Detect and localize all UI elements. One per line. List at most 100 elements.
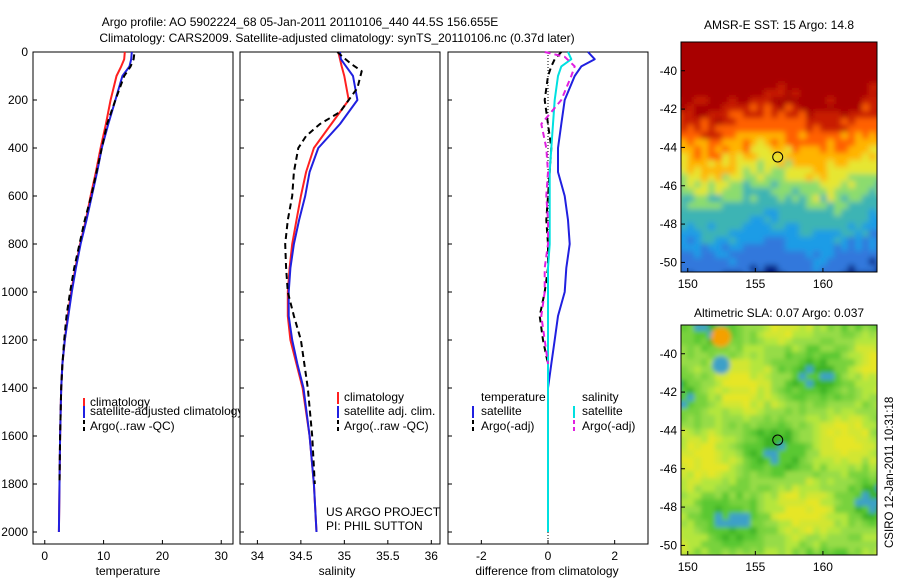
field-cell — [834, 429, 842, 437]
field-cell — [834, 279, 842, 287]
field-cell — [778, 457, 786, 465]
field-cell — [757, 42, 765, 49]
field-cell — [785, 443, 793, 451]
field-cell — [785, 62, 793, 70]
field-cell — [785, 258, 793, 266]
field-cell — [736, 97, 744, 105]
field-cell — [729, 394, 737, 402]
sst-map-title: AMSR-E SST: 15 Argo: 14.8 — [704, 18, 854, 32]
field-cell — [834, 325, 842, 332]
field-cell — [820, 352, 828, 360]
field-cell — [834, 272, 842, 280]
field-cell — [848, 436, 856, 444]
field-cell — [778, 111, 786, 119]
field-cell — [771, 359, 779, 367]
field-cell — [736, 125, 744, 133]
field-cell — [722, 195, 730, 203]
field-cell — [855, 387, 863, 395]
field-cell — [757, 527, 765, 535]
field-cell — [827, 443, 835, 451]
field-cell — [792, 541, 800, 549]
field-cell — [813, 366, 821, 374]
field-cell — [855, 366, 863, 374]
field-cell — [687, 331, 695, 339]
field-cell — [701, 506, 709, 514]
field-cell — [736, 373, 744, 381]
field-cell — [722, 527, 730, 535]
field-cell — [841, 83, 849, 91]
field-cell — [743, 520, 751, 528]
field-cell — [778, 69, 786, 77]
field-cell — [757, 408, 765, 416]
field-cell — [792, 471, 800, 479]
field-cell — [848, 48, 856, 56]
field-cell — [736, 111, 744, 119]
field-cell — [771, 230, 779, 238]
x-tick-label: -2 — [476, 549, 487, 563]
field-cell — [681, 104, 688, 112]
field-cell — [687, 464, 695, 472]
field-cell — [729, 429, 737, 437]
field-cell — [883, 562, 891, 570]
field-cell — [757, 506, 765, 514]
field-cell — [778, 548, 786, 555]
field-cell — [862, 279, 870, 287]
field-cell — [792, 415, 800, 423]
field-cell — [869, 513, 877, 521]
field-cell — [764, 181, 772, 189]
field-cell — [708, 506, 716, 514]
field-cell — [841, 457, 849, 465]
field-cell — [806, 55, 814, 63]
field-cell — [722, 97, 730, 105]
field-cell — [701, 492, 709, 500]
field-cell — [681, 118, 688, 126]
field-cell — [743, 125, 751, 133]
field-cell — [708, 42, 716, 49]
field-cell — [722, 139, 730, 147]
field-cell — [722, 48, 730, 56]
field-cell — [701, 429, 709, 437]
field-cell — [778, 132, 786, 140]
field-cell — [743, 139, 751, 147]
field-cell — [750, 265, 758, 272]
field-cell — [785, 562, 793, 570]
field-cell — [785, 216, 793, 224]
field-cell — [764, 244, 772, 252]
field-cell — [750, 230, 758, 238]
field-cell — [827, 527, 835, 535]
field-cell — [792, 366, 800, 374]
field-cell — [792, 331, 800, 339]
field-cell — [764, 373, 772, 381]
field-cell — [834, 338, 842, 346]
field-cell — [694, 485, 702, 493]
field-cell — [792, 104, 800, 112]
field-cell — [869, 485, 877, 493]
field-cell — [771, 506, 779, 514]
field-cell — [764, 223, 772, 231]
field-cell — [722, 373, 730, 381]
field-cell — [834, 380, 842, 388]
field-cell — [785, 415, 793, 423]
field-cell — [687, 258, 695, 266]
field-cell — [722, 244, 730, 252]
field-cell — [771, 118, 779, 126]
field-cell — [736, 146, 744, 154]
field-cell — [673, 83, 681, 91]
field-cell — [757, 139, 765, 147]
field-cell — [855, 251, 863, 259]
field-cell — [827, 132, 835, 140]
field-cell — [799, 387, 807, 395]
field-cell — [834, 223, 842, 231]
field-cell — [799, 492, 807, 500]
field-cell — [722, 464, 730, 472]
field-cell — [743, 209, 751, 217]
field-cell — [771, 216, 779, 224]
field-cell — [785, 111, 793, 119]
field-cell — [834, 534, 842, 542]
field-cell — [715, 167, 723, 175]
field-cell — [750, 146, 758, 154]
field-cell — [806, 506, 814, 514]
field-cell — [687, 55, 695, 63]
field-cell — [673, 202, 681, 210]
field-cell — [687, 415, 695, 423]
